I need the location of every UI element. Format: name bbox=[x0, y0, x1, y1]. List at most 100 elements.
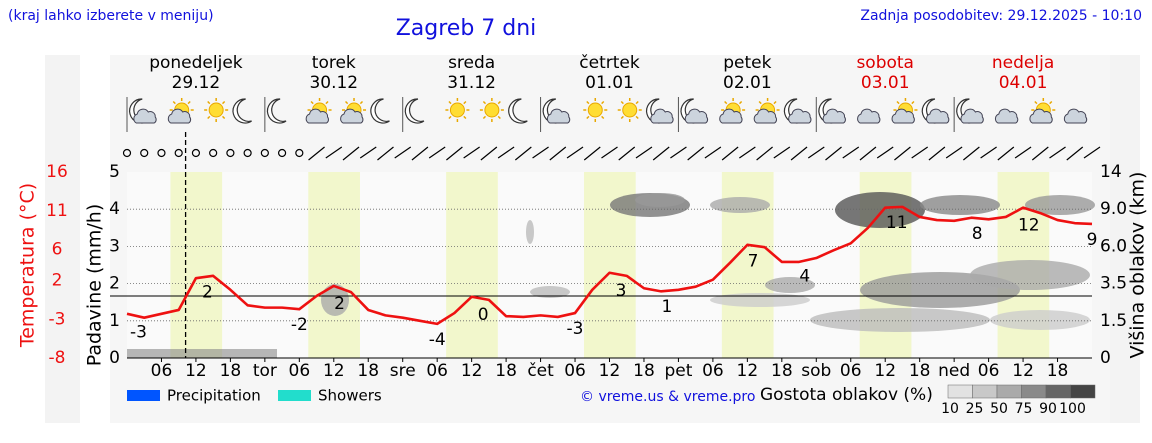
wind-barb bbox=[842, 146, 860, 159]
x-tick-label: čet bbox=[527, 361, 554, 381]
cloud bbox=[857, 108, 881, 124]
sun-ray bbox=[482, 115, 487, 120]
region-hint[interactable]: (kraj lahko izberete v meniju) bbox=[8, 8, 214, 24]
wind-barb bbox=[704, 146, 722, 159]
wind-calm bbox=[226, 148, 235, 158]
x-tick-label: 06 bbox=[978, 361, 1000, 381]
x-tick-label: ned bbox=[938, 361, 970, 381]
temperature-label: 9 bbox=[1087, 230, 1098, 250]
weather-icon bbox=[783, 98, 812, 124]
weather-icon bbox=[617, 98, 642, 122]
weather-icon bbox=[445, 98, 470, 122]
wind-calm bbox=[122, 148, 132, 158]
wind-barb bbox=[1066, 146, 1084, 161]
temperature-label: -3 bbox=[130, 322, 147, 342]
y-tick-label: 3 bbox=[109, 236, 120, 256]
sun-ray bbox=[482, 100, 487, 105]
y2-tick-label: 6.0 bbox=[1100, 236, 1127, 256]
x-tick-label: 06 bbox=[840, 361, 862, 381]
cloud-density-blob bbox=[835, 192, 925, 228]
day-date: 04.01 bbox=[999, 73, 1048, 93]
weather-icon bbox=[204, 98, 229, 122]
cloud bbox=[753, 108, 778, 124]
weather-icon bbox=[680, 98, 709, 124]
y-tick-label: 0 bbox=[109, 348, 120, 368]
wind-calm bbox=[209, 148, 218, 158]
y-tick-label: 4 bbox=[109, 199, 120, 219]
sun-ray bbox=[221, 100, 226, 105]
weather-icon bbox=[1029, 98, 1056, 124]
y2-tick-label: 1.5 bbox=[1100, 311, 1127, 331]
wind-barb bbox=[377, 146, 394, 161]
moon bbox=[404, 98, 425, 124]
sun-ray bbox=[738, 100, 743, 105]
sun-ray bbox=[325, 100, 329, 105]
temperature-label: 1 bbox=[662, 297, 673, 317]
wind-barb bbox=[756, 146, 773, 161]
sun-ray bbox=[724, 100, 728, 105]
cloud-density-title: Gostota oblakov (%) bbox=[760, 385, 933, 405]
wind-barb bbox=[945, 146, 963, 159]
day-name: sobota bbox=[856, 53, 914, 73]
weather-icon bbox=[129, 98, 157, 124]
y-axis-title: Padavine (mm/h) bbox=[84, 204, 106, 367]
density-swatch bbox=[947, 384, 973, 399]
legend-label: Showers bbox=[318, 387, 382, 405]
weather-icon bbox=[404, 98, 425, 124]
x-tick-label: 06 bbox=[702, 361, 724, 381]
moon bbox=[266, 98, 287, 124]
weather-icon bbox=[645, 98, 674, 124]
wind-barb bbox=[463, 146, 480, 159]
temperature-label: -4 bbox=[429, 330, 446, 350]
x-tick-label: 12 bbox=[185, 361, 207, 381]
weather-icon bbox=[719, 98, 746, 124]
x-tick-label: 12 bbox=[599, 361, 621, 381]
wind-barb bbox=[1083, 146, 1101, 159]
sun-ray bbox=[620, 100, 624, 105]
wind-barb bbox=[1049, 146, 1066, 159]
y-tick-label: 2 bbox=[109, 274, 120, 294]
x-tick-label: 06 bbox=[151, 361, 173, 381]
weather-icon bbox=[753, 98, 780, 124]
density-level: 75 bbox=[1015, 401, 1033, 417]
y-tick-label: 5 bbox=[109, 162, 120, 182]
x-tick-label: sob bbox=[801, 361, 831, 381]
wind-calm bbox=[295, 148, 304, 158]
temperature-label: -2 bbox=[291, 315, 308, 335]
day-name: sreda bbox=[448, 53, 495, 73]
day-name: petek bbox=[723, 53, 771, 73]
wind-barb bbox=[618, 146, 636, 161]
daylight-band bbox=[170, 172, 223, 358]
weather-icon bbox=[583, 98, 608, 122]
x-tick-label: 18 bbox=[357, 361, 379, 381]
wind-calm bbox=[140, 148, 149, 158]
x-tick-label: 06 bbox=[564, 361, 586, 381]
weather-icon bbox=[891, 98, 918, 124]
temperature-label: 8 bbox=[972, 224, 983, 244]
density-swatch bbox=[996, 384, 1022, 399]
wind-barb bbox=[411, 146, 429, 161]
density-swatch bbox=[1070, 384, 1096, 399]
wind-barb bbox=[894, 146, 911, 161]
wind-barb bbox=[446, 146, 463, 161]
x-tick-label: 12 bbox=[737, 361, 759, 381]
x-tick-label: 12 bbox=[874, 361, 896, 381]
temp-tick-label: 6 bbox=[52, 240, 63, 260]
daylight-band bbox=[446, 172, 498, 358]
sun-ray bbox=[207, 115, 211, 120]
weather-icon bbox=[542, 98, 571, 124]
y2-tick-label: 0 bbox=[1100, 348, 1111, 368]
wind-barb bbox=[911, 146, 929, 159]
temperature-label: 12 bbox=[1018, 215, 1040, 235]
side-panel bbox=[45, 55, 80, 423]
wind-barb bbox=[962, 146, 980, 161]
wind-barb bbox=[980, 146, 997, 159]
x-tick-label: 18 bbox=[633, 361, 655, 381]
sun-ray bbox=[620, 115, 624, 120]
wind-barb bbox=[532, 146, 549, 159]
x-tick-label: 18 bbox=[771, 361, 793, 381]
wind-barb bbox=[359, 146, 377, 159]
x-tick-label: 18 bbox=[220, 361, 242, 381]
x-tick-label: tor bbox=[253, 361, 277, 381]
temperature-label: 7 bbox=[748, 252, 759, 272]
